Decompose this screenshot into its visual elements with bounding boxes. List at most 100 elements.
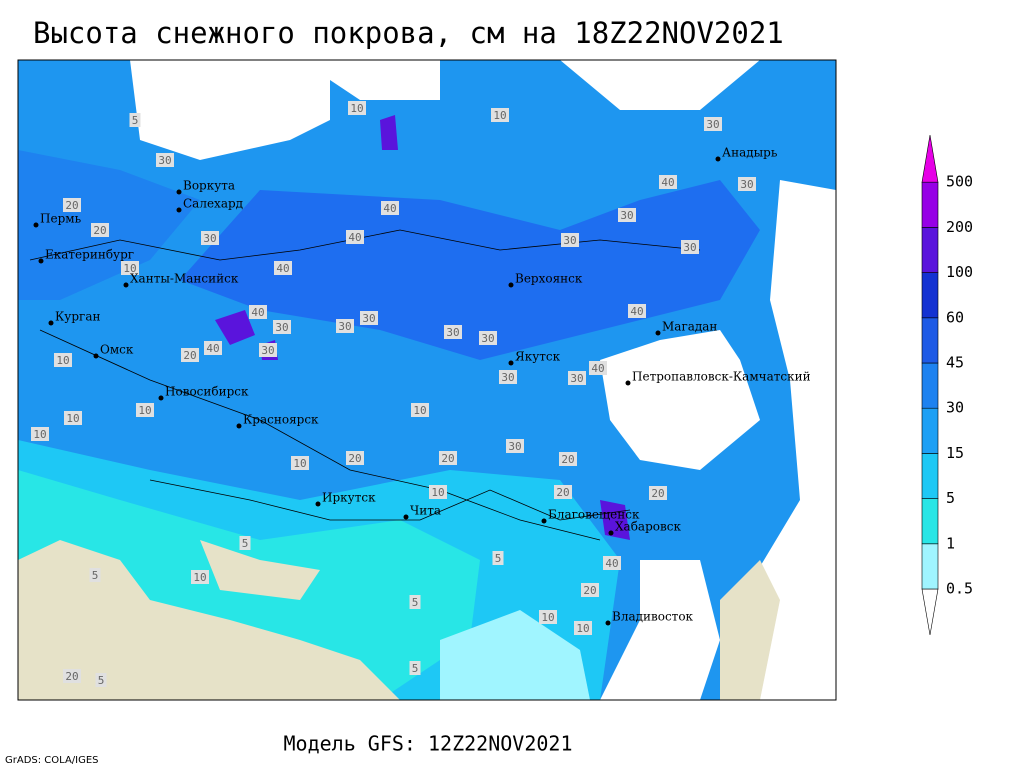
colorbar-segment — [921, 453, 939, 499]
contour-label-box — [348, 101, 366, 115]
contour-label: 5 — [98, 674, 105, 687]
contour-label-box — [409, 595, 421, 609]
sea-west — [130, 60, 440, 160]
contour-label-box — [444, 325, 462, 339]
map — [18, 60, 836, 700]
city-dot — [176, 207, 182, 213]
city-label: Хабаровск — [615, 520, 681, 534]
contour-label: 20 — [583, 584, 596, 597]
contour-label: 10 — [56, 354, 69, 367]
colorbar-label: 60 — [946, 308, 964, 326]
contour-label: 10 — [541, 611, 554, 624]
colorbar-label: 100 — [946, 263, 973, 281]
contour-label-box — [618, 208, 636, 222]
contour-label: 40 — [661, 176, 674, 189]
city-label: Владивосток — [612, 610, 694, 624]
colorbar-segment — [921, 272, 939, 319]
colorbar-segment — [921, 181, 939, 228]
colorbar-label: 15 — [946, 444, 964, 462]
contour-label-box — [381, 201, 399, 215]
colorbar-label: 45 — [946, 354, 964, 372]
contour-label-box — [492, 551, 504, 565]
contour-label-box — [95, 673, 107, 687]
contour-label-box — [156, 153, 174, 167]
colorbar-segment — [921, 407, 939, 454]
colorbar-label: 0.5 — [946, 580, 973, 598]
contour-label-box — [429, 485, 447, 499]
city-label: Якутск — [515, 350, 561, 364]
contour-label: 30 — [261, 344, 274, 357]
contour-label: 5 — [412, 662, 419, 675]
contour-label-box — [581, 583, 599, 597]
contour-label-box — [129, 113, 141, 127]
colorbar-label: 5 — [946, 489, 955, 507]
city-label: Красноярск — [243, 413, 319, 427]
japan-land — [720, 560, 780, 700]
contour-label-box — [409, 661, 421, 675]
contour-label-box — [63, 669, 81, 683]
contour-label-box — [201, 231, 219, 245]
contour-label-box — [274, 261, 292, 275]
city-dot — [608, 530, 614, 536]
city-label: Екатеринбург — [45, 248, 134, 262]
contour-label: 30 — [706, 118, 719, 131]
contour-label-box — [346, 230, 364, 244]
contour-label-box — [439, 451, 457, 465]
contour-label-box — [649, 486, 667, 500]
contour-label: 30 — [338, 320, 351, 333]
contour-label: 5 — [92, 569, 99, 582]
contour-label: 30 — [508, 440, 521, 453]
contour-label-box — [479, 331, 497, 345]
contour-label: 10 — [431, 486, 444, 499]
colorbar-segment — [921, 227, 939, 273]
contour-label-box — [561, 233, 579, 247]
contour-label: 10 — [193, 571, 206, 584]
contour-label-box — [568, 371, 586, 385]
title: Высота снежного покрова, см на 18Z22NOV2… — [33, 16, 784, 50]
contour-label-box — [31, 427, 49, 441]
colorbar-bottom — [921, 588, 939, 636]
colorbar-label: 500 — [946, 173, 973, 191]
city-dot — [158, 395, 164, 401]
colorbar-segment — [921, 362, 939, 409]
city-dot — [315, 501, 321, 507]
contour-label-box — [291, 456, 309, 470]
sea-okhotsk — [600, 330, 760, 470]
contour-label: 20 — [65, 670, 78, 683]
sea-japan — [600, 560, 720, 700]
contour-label-box — [738, 177, 756, 191]
contour-label: 30 — [501, 371, 514, 384]
city-dot — [508, 282, 514, 288]
contour-label-box — [539, 610, 557, 624]
contour-label: 10 — [350, 102, 363, 115]
city-label: Пермь — [40, 212, 82, 226]
arctic-sea — [560, 60, 760, 110]
contour-label: 20 — [65, 199, 78, 212]
contour-label-box — [603, 556, 621, 570]
contour-label-box — [574, 621, 592, 635]
city-label: Чита — [410, 504, 441, 518]
city-label: Магадан — [662, 320, 717, 334]
contour-label-box — [499, 370, 517, 384]
contour-label: 10 — [66, 412, 79, 425]
contour-label: 10 — [493, 109, 506, 122]
city-dot — [176, 189, 182, 195]
contour-label: 20 — [93, 224, 106, 237]
contour-label: 30 — [481, 332, 494, 345]
contour-label: 40 — [276, 262, 289, 275]
contour-label-box — [136, 403, 154, 417]
contour-label-box — [704, 117, 722, 131]
model-label: Модель GFS: 12Z22NOV2021 — [284, 732, 573, 756]
contour-label: 30 — [158, 154, 171, 167]
contour-label-box — [259, 343, 277, 357]
contour-label-box — [554, 485, 572, 499]
contour-label-box — [628, 304, 646, 318]
colorbar-top — [921, 134, 939, 183]
city-dot — [38, 258, 44, 264]
city-dot — [655, 330, 661, 336]
contour-label: 5 — [132, 114, 139, 127]
contour-label: 40 — [605, 557, 618, 570]
contour-label: 40 — [591, 362, 604, 375]
contour-label: 10 — [138, 404, 151, 417]
